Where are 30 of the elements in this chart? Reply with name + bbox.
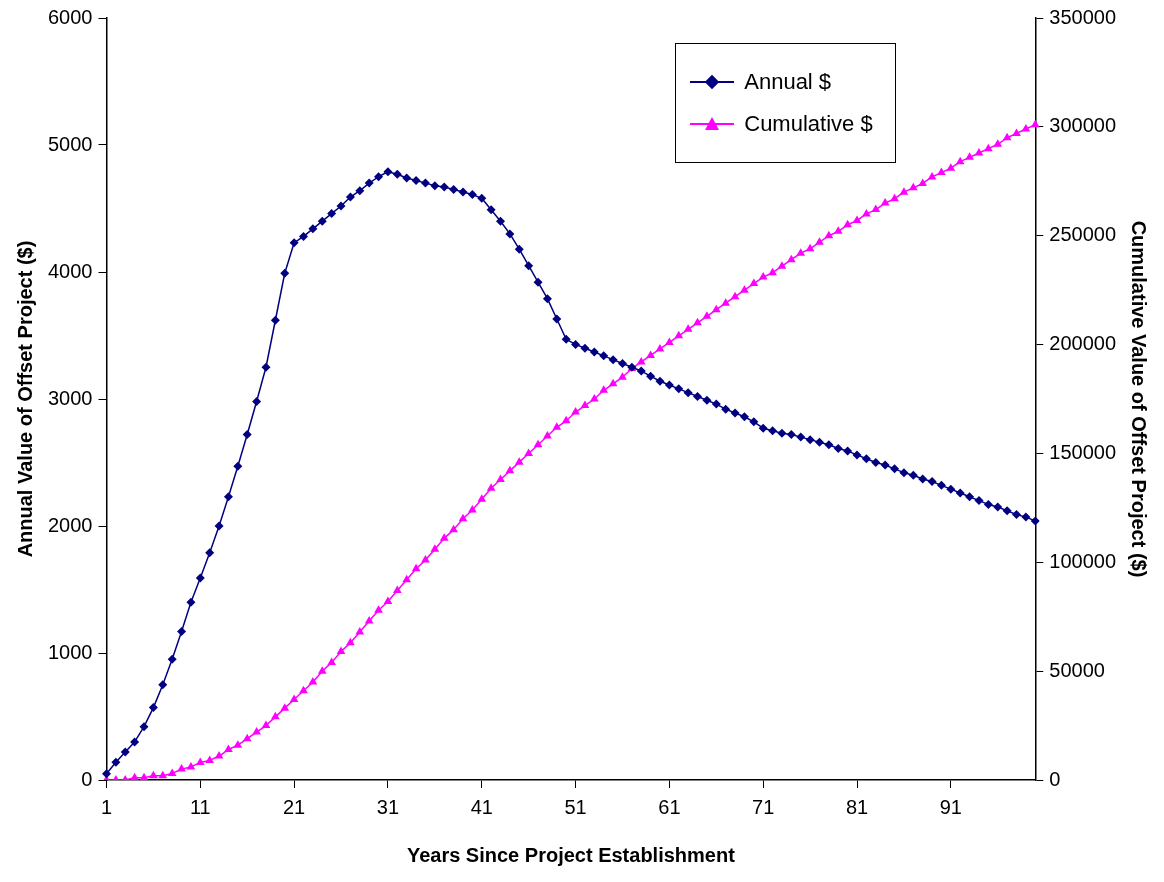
x-axis-title: Years Since Project Establishment [406,843,736,866]
y2-tick-label: 150000 [1049,440,1117,463]
y-tick-label: 0 [81,767,93,790]
y2-tick-label: 250000 [1049,223,1117,246]
y2-tick-label: 350000 [1049,5,1117,28]
x-tick-label: 71 [752,795,775,818]
y2-tick-label: 200000 [1049,332,1117,355]
legend-label: Annual $ [744,69,832,95]
x-tick-label: 31 [376,795,400,818]
x-tick-label: 51 [564,795,587,818]
y-tick-label: 3000 [47,386,93,409]
y2-axis-title: Cumulative Value of Offset Project ($) [1128,220,1151,578]
y2-tick-label: 0 [1049,767,1061,790]
x-tick-label: 81 [845,795,869,818]
x-tick-label: 61 [658,795,681,818]
x-tick-label: 21 [283,795,306,818]
x-tick-label: 41 [470,795,493,818]
y2-tick-label: 50000 [1049,658,1105,681]
x-tick-label: 11 [189,795,211,818]
legend-label: Cumulative $ [744,111,873,137]
y-tick-label: 2000 [47,513,93,536]
y-tick-label: 1000 [47,640,93,663]
y2-tick-label: 100000 [1049,549,1117,572]
y-axis-title: Annual Value of Offset Project ($) [13,240,36,558]
x-tick-label: 91 [939,795,962,818]
y-tick-label: 5000 [47,132,93,155]
y-tick-label: 4000 [47,259,93,282]
x-tick-label: 1 [100,795,113,818]
y2-tick-label: 300000 [1049,114,1117,137]
y-tick-label: 6000 [47,5,93,28]
